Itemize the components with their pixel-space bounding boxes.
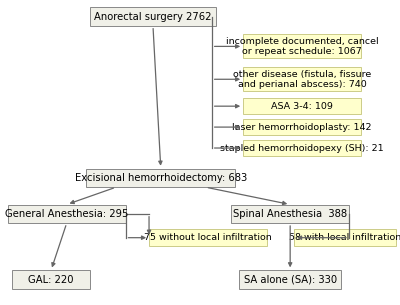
Text: General Anesthesia: 295: General Anesthesia: 295 [5,209,128,219]
FancyBboxPatch shape [12,270,90,289]
FancyBboxPatch shape [8,205,126,223]
Text: Spinal Anesthesia  388: Spinal Anesthesia 388 [233,209,347,219]
Text: Anorectal surgery 2762: Anorectal surgery 2762 [94,12,212,21]
FancyBboxPatch shape [90,7,216,26]
FancyBboxPatch shape [149,229,267,246]
Text: other disease (fistula, fissure
and perianal abscess): 740: other disease (fistula, fissure and peri… [233,70,371,89]
Text: laser hemorrhoidoplasty: 142: laser hemorrhoidoplasty: 142 [232,123,372,131]
Text: incomplete documented, cancel
or repeat schedule: 1067: incomplete documented, cancel or repeat … [226,37,378,56]
Text: ASA 3-4: 109: ASA 3-4: 109 [271,102,333,111]
Text: SA alone (SA): 330: SA alone (SA): 330 [244,274,337,285]
Text: Excisional hemorrhoidectomy: 683: Excisional hemorrhoidectomy: 683 [75,173,247,183]
FancyBboxPatch shape [243,98,361,114]
FancyBboxPatch shape [243,67,361,91]
FancyBboxPatch shape [243,119,361,135]
Text: GAL: 220: GAL: 220 [28,274,74,285]
FancyBboxPatch shape [294,229,396,246]
Text: stapled hemorrhoidopexy (SH): 21: stapled hemorrhoidopexy (SH): 21 [220,144,384,152]
FancyBboxPatch shape [231,205,349,223]
FancyBboxPatch shape [239,270,341,289]
Text: 75 without local infiltration: 75 without local infiltration [144,233,272,242]
FancyBboxPatch shape [86,169,235,187]
FancyBboxPatch shape [243,140,361,156]
Text: 58 with local infiltration: 58 with local infiltration [289,233,400,242]
FancyBboxPatch shape [243,34,361,58]
